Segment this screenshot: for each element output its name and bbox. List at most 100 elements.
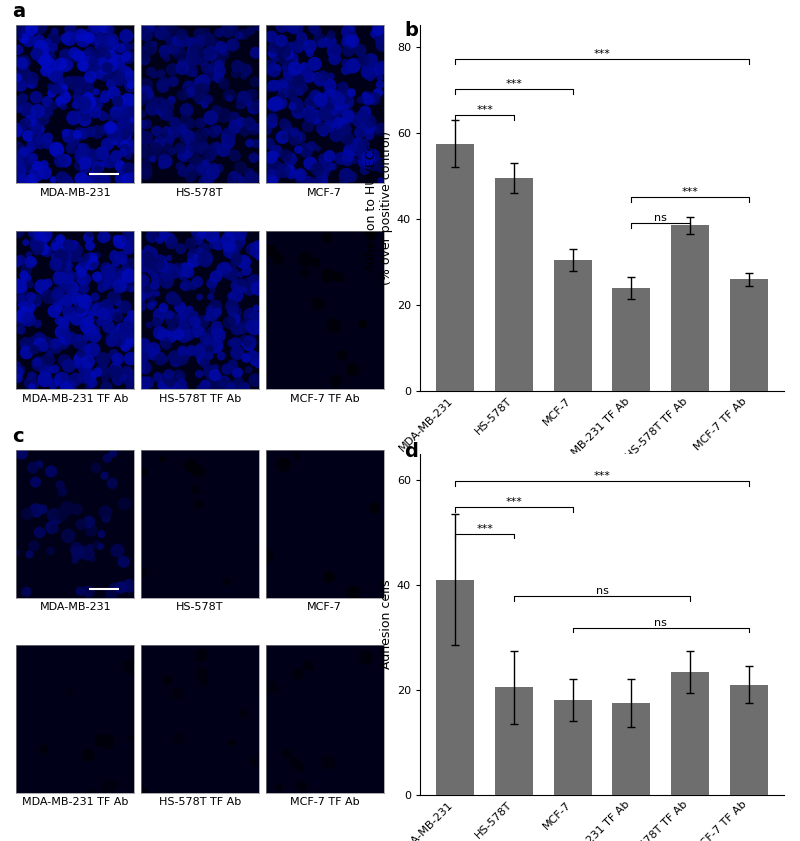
Point (243, 336, 256, 349)
Point (97, 109, 110, 123)
Point (363, 68, 376, 82)
Point (313, 92, 326, 105)
Point (14, 323, 27, 336)
Point (262, 156, 275, 170)
Point (40, 233, 53, 246)
Point (234, 267, 247, 281)
Point (121, 228, 134, 241)
Point (266, 78, 279, 92)
Point (32, 233, 45, 246)
Point (34, 135, 47, 149)
Point (175, 352, 188, 365)
Point (124, 352, 137, 365)
Point (111, 94, 124, 108)
Point (106, 477, 118, 490)
Point (236, 98, 249, 112)
Point (292, 74, 305, 87)
Point (247, 355, 260, 368)
Point (210, 299, 222, 313)
Point (74, 301, 86, 315)
Point (53, 272, 66, 286)
Point (226, 304, 239, 318)
Point (54, 94, 66, 108)
Point (178, 262, 191, 276)
Point (178, 279, 190, 293)
Point (38, 373, 51, 386)
Point (36, 50, 49, 64)
Point (302, 176, 315, 189)
Point (86, 377, 98, 390)
Point (78, 97, 90, 110)
Point (66, 282, 78, 295)
Point (166, 324, 178, 337)
Point (274, 96, 287, 109)
Point (110, 231, 122, 245)
Point (328, 45, 341, 58)
Point (194, 382, 207, 395)
Point (158, 126, 171, 140)
Point (192, 225, 205, 238)
Point (150, 272, 162, 286)
Point (81, 48, 94, 61)
Point (232, 29, 245, 42)
Point (343, 144, 356, 157)
Point (12, 372, 25, 385)
Point (20, 585, 33, 599)
Point (166, 291, 178, 304)
Point (26, 461, 39, 474)
Point (37, 340, 50, 353)
Point (68, 48, 81, 61)
Point (45, 465, 58, 479)
Point (371, 24, 384, 37)
Point (142, 282, 154, 295)
Point (122, 330, 135, 343)
Point (26, 151, 39, 165)
Point (306, 140, 318, 153)
Point (160, 124, 173, 137)
Point (137, 262, 150, 275)
Point (374, 78, 386, 92)
Point (12, 43, 25, 56)
Point (208, 144, 221, 157)
Point (65, 141, 78, 155)
Point (41, 136, 54, 150)
Point (326, 160, 339, 173)
Point (228, 149, 241, 162)
Point (286, 99, 299, 113)
Point (30, 47, 43, 61)
Point (363, 129, 376, 142)
Point (53, 301, 66, 315)
Point (157, 329, 170, 342)
Point (199, 251, 212, 265)
Point (154, 234, 166, 247)
Text: a: a (12, 2, 25, 21)
Point (122, 50, 135, 64)
Point (105, 121, 118, 135)
Point (112, 55, 125, 68)
Point (342, 109, 354, 123)
Point (114, 279, 126, 293)
Point (81, 320, 94, 333)
Point (106, 331, 118, 345)
Point (114, 270, 127, 283)
Point (29, 294, 42, 308)
Point (330, 374, 342, 388)
Point (118, 142, 131, 156)
Point (33, 130, 46, 144)
Point (110, 361, 122, 374)
Point (158, 44, 171, 57)
Point (49, 240, 62, 253)
Point (33, 458, 46, 471)
Point (12, 128, 25, 141)
Y-axis label: Adhesion cells: Adhesion cells (380, 579, 393, 669)
Point (105, 59, 118, 72)
Point (104, 50, 117, 63)
Point (177, 312, 190, 325)
Point (290, 450, 303, 463)
Point (79, 156, 92, 169)
Point (184, 117, 197, 130)
Point (346, 39, 358, 52)
Point (235, 29, 248, 42)
Point (160, 97, 173, 110)
Point (70, 311, 83, 325)
